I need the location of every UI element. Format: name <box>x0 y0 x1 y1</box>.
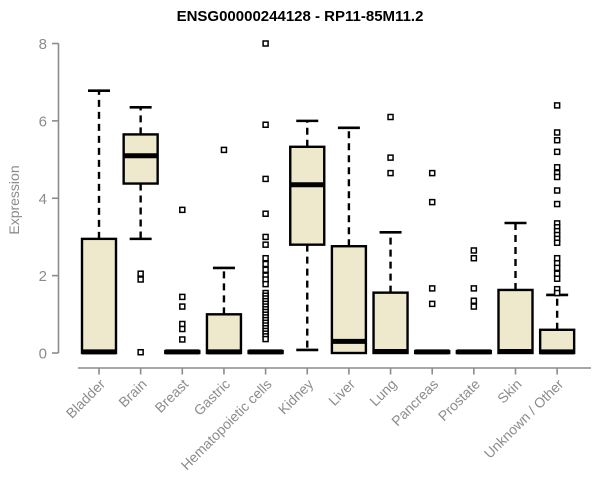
outlier-point <box>553 289 561 297</box>
outlier-point <box>553 164 561 171</box>
outlier-point <box>428 300 436 308</box>
outlier-point <box>553 187 561 194</box>
outlier-point <box>553 264 561 272</box>
outlier-point <box>553 102 561 109</box>
outlier-point <box>553 239 561 246</box>
y-tick-label: 2 <box>39 268 47 285</box>
outlier-point <box>387 169 394 177</box>
outlier-point <box>470 247 478 254</box>
y-tick-label: 6 <box>39 113 47 130</box>
outlier-point <box>553 275 561 282</box>
category-label: Skin <box>494 376 525 407</box>
category-label: Breast <box>151 376 191 416</box>
y-tick-label: 4 <box>39 191 47 208</box>
outlier-point <box>262 40 269 47</box>
outlier-point <box>553 200 561 208</box>
outlier-point <box>262 280 269 288</box>
outlier-point <box>262 121 269 128</box>
outlier-point <box>262 266 269 274</box>
outlier-point <box>179 325 186 333</box>
outlier-point <box>179 336 186 343</box>
category-label: Prostate <box>435 376 483 424</box>
box-iqr <box>330 245 368 355</box>
category-label: Lung <box>366 376 399 409</box>
category-label: Liver <box>325 376 358 409</box>
outlier-point <box>137 348 144 356</box>
outlier-point <box>470 285 478 292</box>
outlier-point <box>470 303 478 310</box>
y-tick-label: 8 <box>39 36 47 53</box>
outlier-point <box>428 198 436 206</box>
box-iqr <box>80 237 118 355</box>
box-iqr <box>205 313 243 355</box>
outlier-point <box>553 173 561 181</box>
chart-title: ENSG00000244128 - RP11-85M11.2 <box>176 8 424 25</box>
outlier-point <box>179 206 186 214</box>
outlier-point <box>179 293 186 301</box>
box-iqr <box>372 291 409 355</box>
outlier-point <box>262 241 269 248</box>
category-label: Unknown / Other <box>481 376 567 462</box>
outlier-point <box>428 285 436 292</box>
outlier-point <box>553 136 561 144</box>
outlier-point <box>137 270 144 277</box>
outlier-point <box>179 303 186 310</box>
outlier-point <box>262 210 269 217</box>
outlier-point <box>553 270 561 277</box>
outlier-point <box>262 260 269 268</box>
outlier-point <box>262 335 269 343</box>
outlier-point <box>179 320 186 328</box>
box-iqr <box>289 145 326 246</box>
outlier-point <box>470 254 478 262</box>
category-label: Bladder <box>63 376 109 422</box>
outlier-point <box>553 254 561 262</box>
outlier-point <box>470 297 478 305</box>
outlier-point <box>262 233 269 241</box>
box-iqr <box>122 133 159 185</box>
outlier-point <box>553 148 561 156</box>
box-iqr <box>497 288 534 355</box>
outlier-point <box>387 113 394 121</box>
outlier-point <box>262 254 269 262</box>
outlier-point <box>553 129 561 136</box>
category-label: Kidney <box>275 376 317 418</box>
outlier-point <box>387 154 394 161</box>
outlier-point <box>220 146 228 154</box>
outlier-point <box>428 169 436 177</box>
outlier-point <box>137 276 144 283</box>
y-tick-label: 0 <box>39 346 47 363</box>
category-label: Brain <box>115 376 149 410</box>
outlier-point <box>262 175 269 183</box>
